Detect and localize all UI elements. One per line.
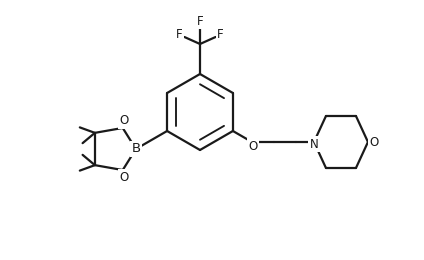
Text: O: O <box>248 140 258 153</box>
Text: O: O <box>119 171 128 184</box>
Text: O: O <box>119 114 128 127</box>
Text: F: F <box>197 15 204 28</box>
Text: F: F <box>176 28 183 41</box>
Text: N: N <box>310 138 318 151</box>
Text: F: F <box>217 28 224 41</box>
Text: B: B <box>131 142 140 155</box>
Text: O: O <box>369 135 379 148</box>
